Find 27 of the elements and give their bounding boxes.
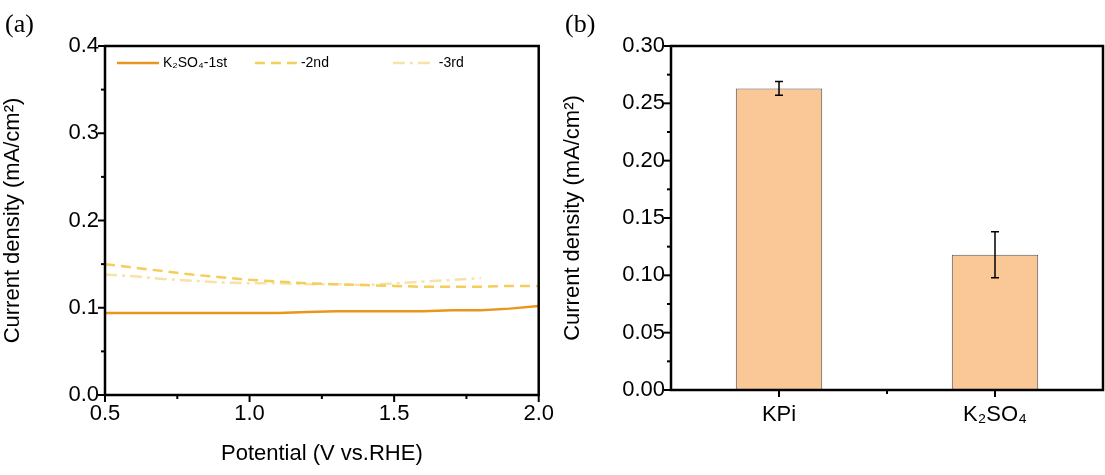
chart-title: (b) [565, 9, 596, 38]
y-axis-title: Current density (mA/cm²) [0, 97, 25, 344]
y-tick-label: 0.3 [68, 119, 99, 145]
y-tick-label: 0.00 [622, 376, 665, 402]
y-axis-title: Current density (mA/cm²) [559, 95, 585, 341]
x-tick-label: 2.0 [523, 400, 555, 426]
x-tick-label: 1.5 [378, 400, 410, 426]
x-tick-label: 0.5 [89, 400, 121, 426]
x-axis-title: Potential (V vs.RHE) [220, 439, 423, 465]
legend-label: -3rd [438, 53, 464, 70]
y-tick-label: 0.15 [622, 204, 665, 230]
x-tick-label: K₂SO₄ [963, 401, 1028, 427]
x-tick-label: 1.0 [234, 400, 265, 426]
y-tick-label: 0.25 [622, 89, 665, 115]
line-series [105, 262, 539, 289]
legend-label: K₂SO₄-1st [163, 53, 228, 70]
y-tick-label: 0.30 [622, 32, 665, 58]
y-tick-label: 0.10 [622, 261, 665, 287]
y-tick-label: 0.05 [622, 318, 665, 344]
line-series [105, 273, 483, 287]
chart-title: (a) [5, 9, 34, 38]
y-tick-label: 0.1 [68, 293, 99, 319]
y-tick-label: 0.20 [622, 146, 665, 172]
x-tick-label: KPi [761, 401, 797, 427]
y-tick-label: 0.4 [68, 32, 99, 58]
y-tick-label: 0.2 [68, 206, 99, 232]
legend-label: -2nd [300, 53, 329, 70]
